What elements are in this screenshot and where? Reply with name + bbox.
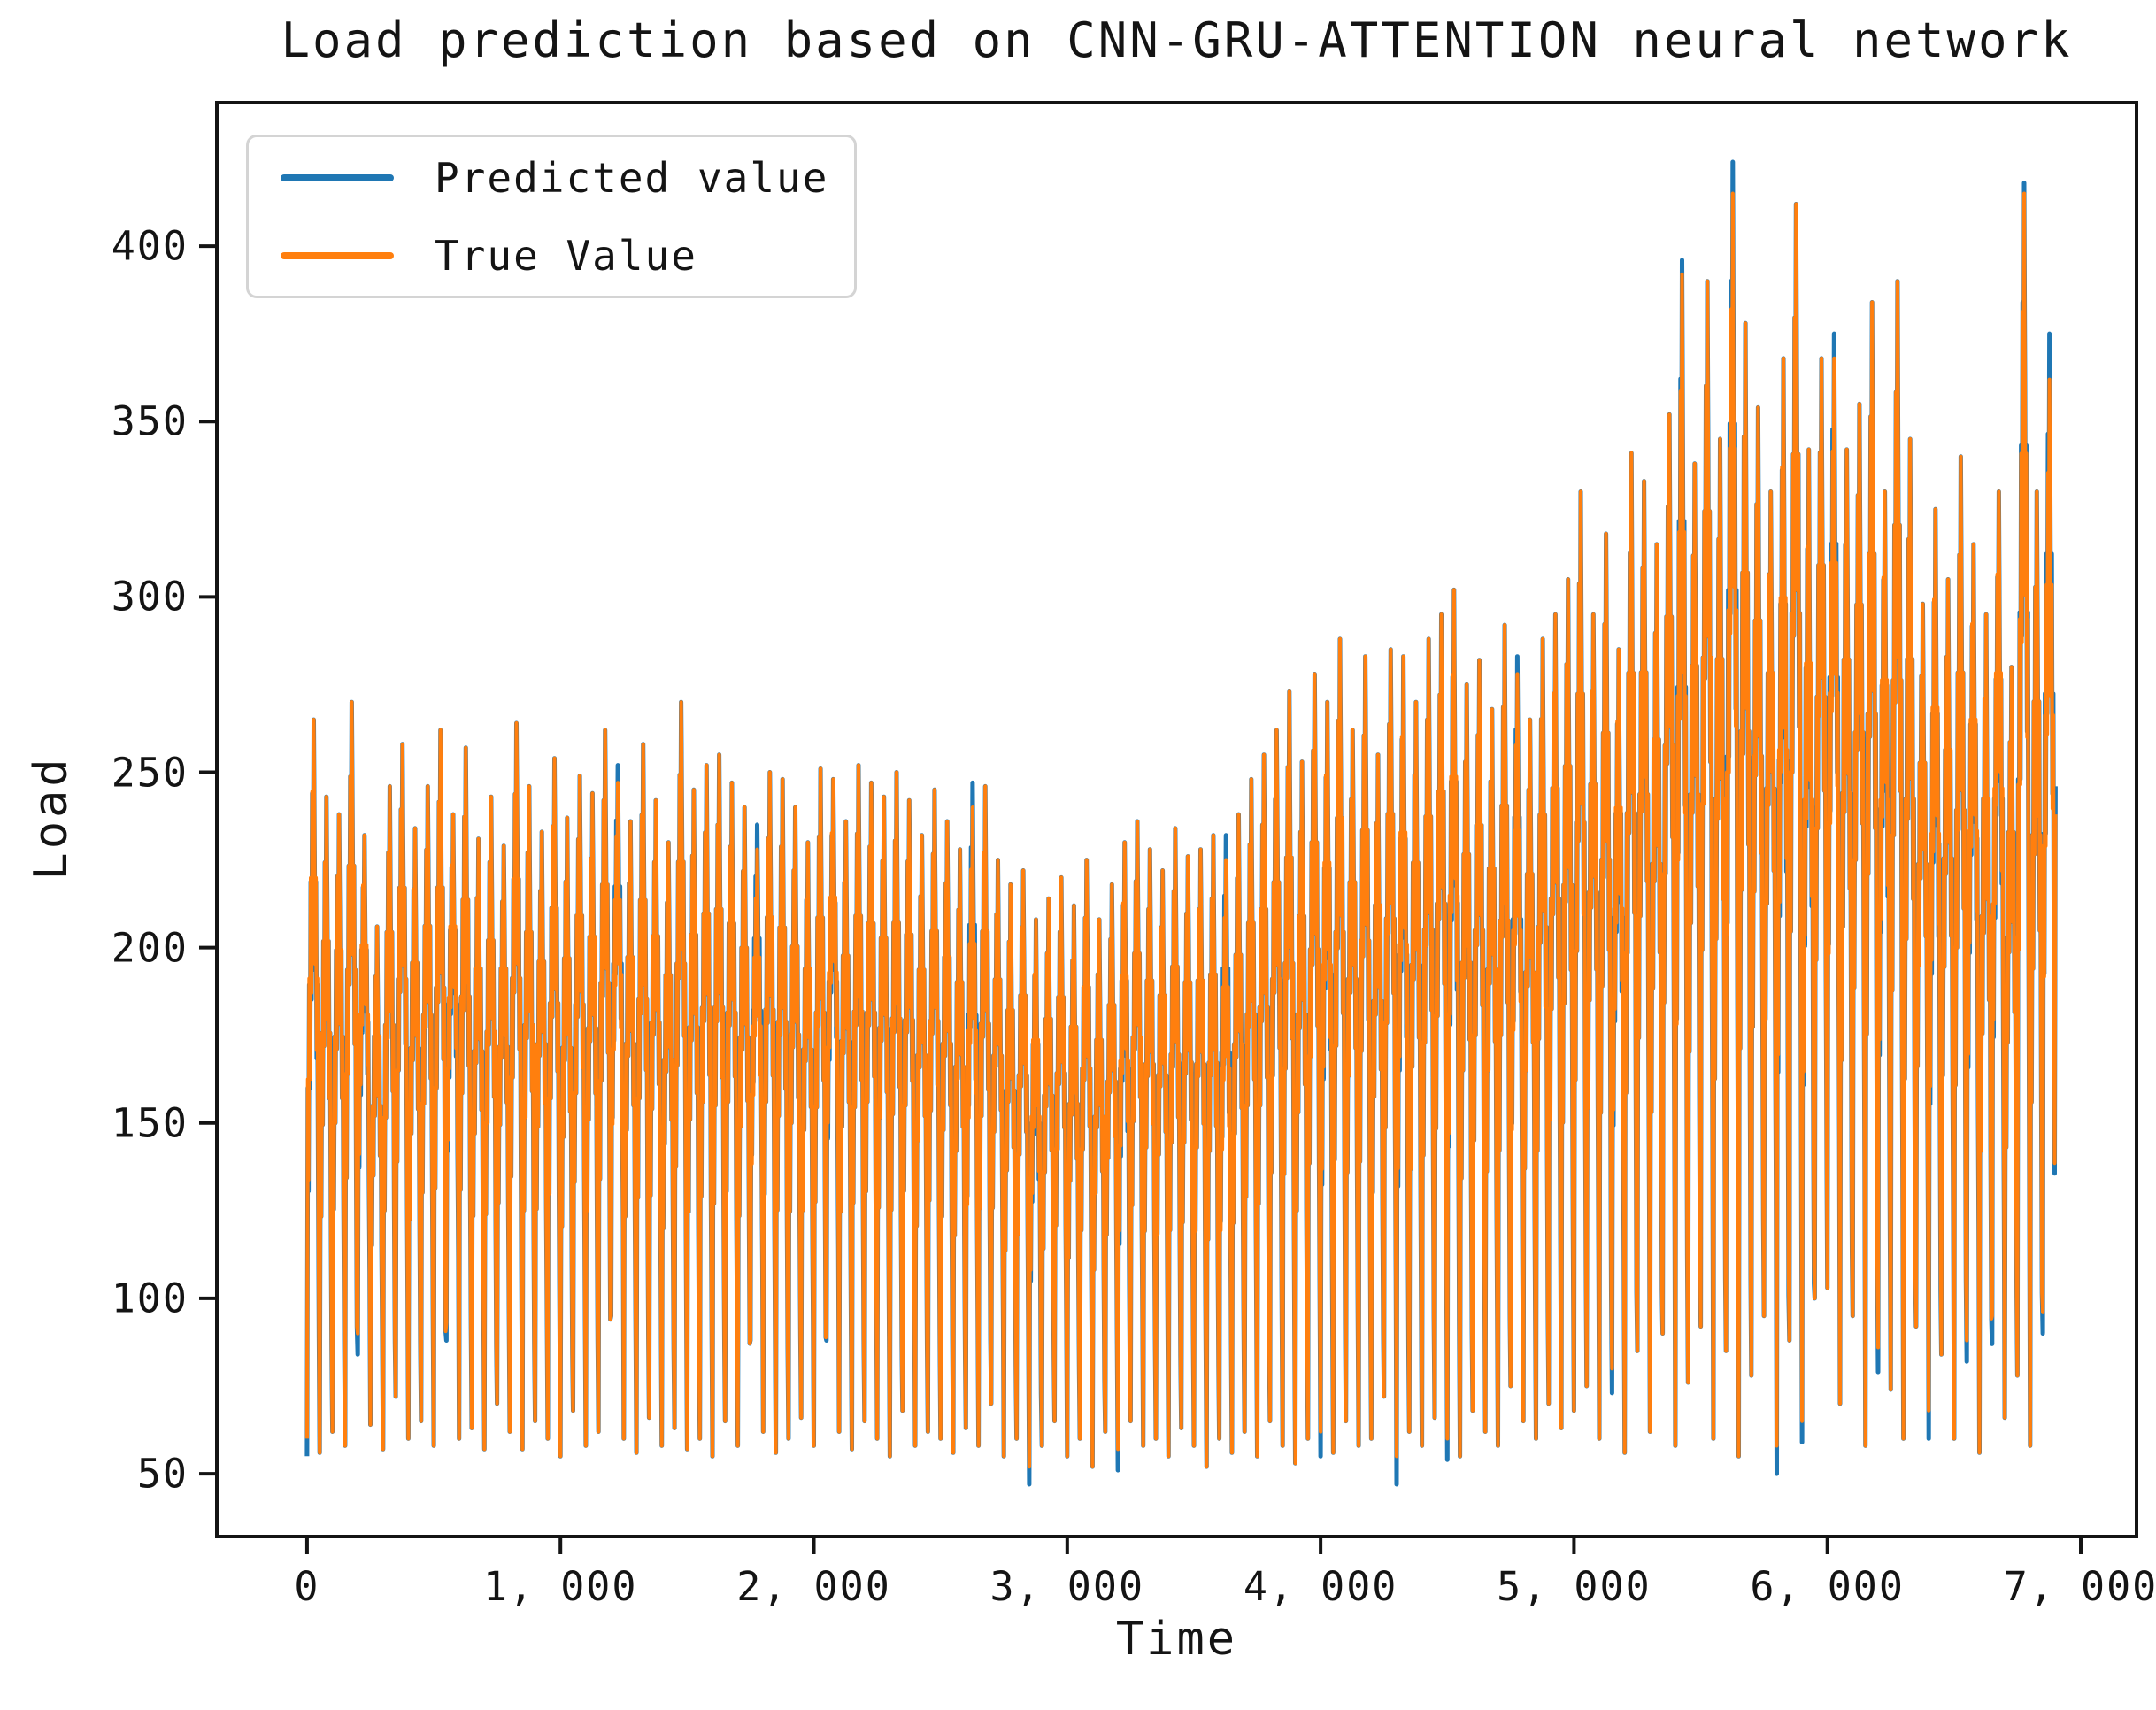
true-line-sample <box>281 251 394 259</box>
y-tick-label: 150 <box>111 1099 189 1147</box>
predicted-line-sample <box>281 173 394 181</box>
x-tick-label: 2, 000 <box>736 1563 891 1610</box>
y-tick-label: 200 <box>111 924 189 972</box>
legend-label-true: True Value <box>435 231 697 280</box>
true-series-line <box>304 191 2058 1469</box>
legend: Predicted value True Value <box>246 135 857 298</box>
y-tick-label: 350 <box>111 397 189 445</box>
axes-spines <box>215 101 2138 1538</box>
legend-label-predicted: Predicted value <box>435 153 829 202</box>
x-tick-label: 7, 000 <box>2003 1563 2156 1610</box>
x-tick-label: 0 <box>294 1563 320 1610</box>
y-tick-label: 100 <box>111 1275 189 1322</box>
x-tick-label: 3, 000 <box>989 1563 1145 1610</box>
x-tick-label: 1, 000 <box>482 1563 638 1610</box>
y-tick-label: 300 <box>111 573 189 620</box>
x-tick-label: 5, 000 <box>1497 1563 1652 1610</box>
chart-title: Load prediction based on CNN-GRU-ATTENTI… <box>281 12 2073 68</box>
x-tick-label: 4, 000 <box>1243 1563 1398 1610</box>
x-tick-label: 6, 000 <box>1750 1563 1905 1610</box>
legend-item-predicted: Predicted value <box>281 154 827 202</box>
y-tick-label: 50 <box>136 1450 189 1498</box>
x-axis-label: Time <box>1115 1613 1238 1666</box>
y-tick-label: 400 <box>111 222 189 270</box>
legend-item-true: True Value <box>281 232 822 280</box>
y-tick-label: 250 <box>111 749 189 796</box>
